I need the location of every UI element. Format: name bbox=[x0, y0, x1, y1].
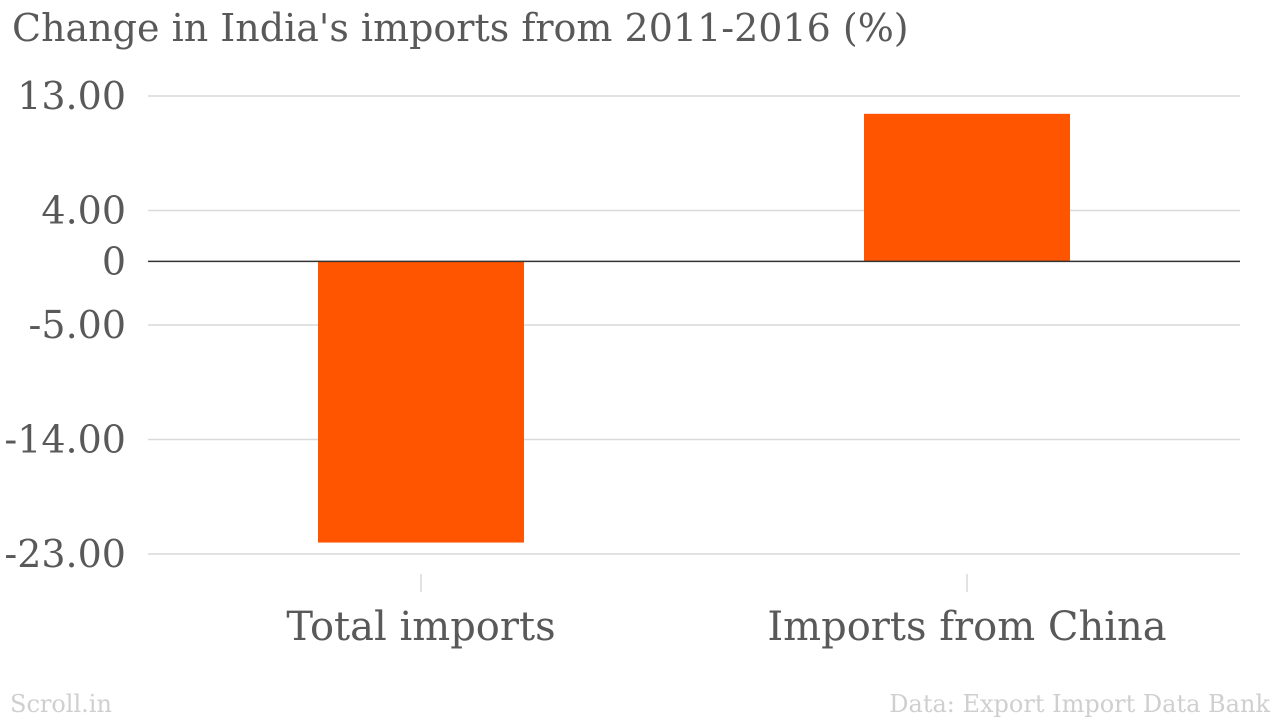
labels: 13.00 4.00 0 -5.00 -14.00 -23.00 Total imports… bbox=[4, 74, 1166, 650]
y-tick-label: -23.00 bbox=[4, 532, 126, 576]
y-tick-label: 0 bbox=[102, 239, 126, 283]
credit-text: Scroll.in bbox=[10, 690, 112, 718]
y-tick-label: -14.00 bbox=[4, 418, 126, 462]
axes bbox=[148, 260, 1240, 592]
x-category-label: Imports from China bbox=[767, 604, 1166, 650]
y-tick-label: 4.00 bbox=[41, 189, 126, 233]
bar-total-imports bbox=[318, 261, 524, 543]
chart-title: Change in India's imports from 2011-2016… bbox=[12, 6, 909, 50]
source-text: Data: Export Import Data Bank bbox=[889, 690, 1270, 718]
y-tick-label: -5.00 bbox=[29, 303, 126, 347]
bars bbox=[318, 113, 1070, 543]
bar-imports-from-china bbox=[864, 113, 1070, 262]
gridlines bbox=[148, 95, 1240, 555]
x-category-label: Total imports bbox=[286, 604, 555, 650]
y-tick-label: 13.00 bbox=[17, 74, 126, 118]
